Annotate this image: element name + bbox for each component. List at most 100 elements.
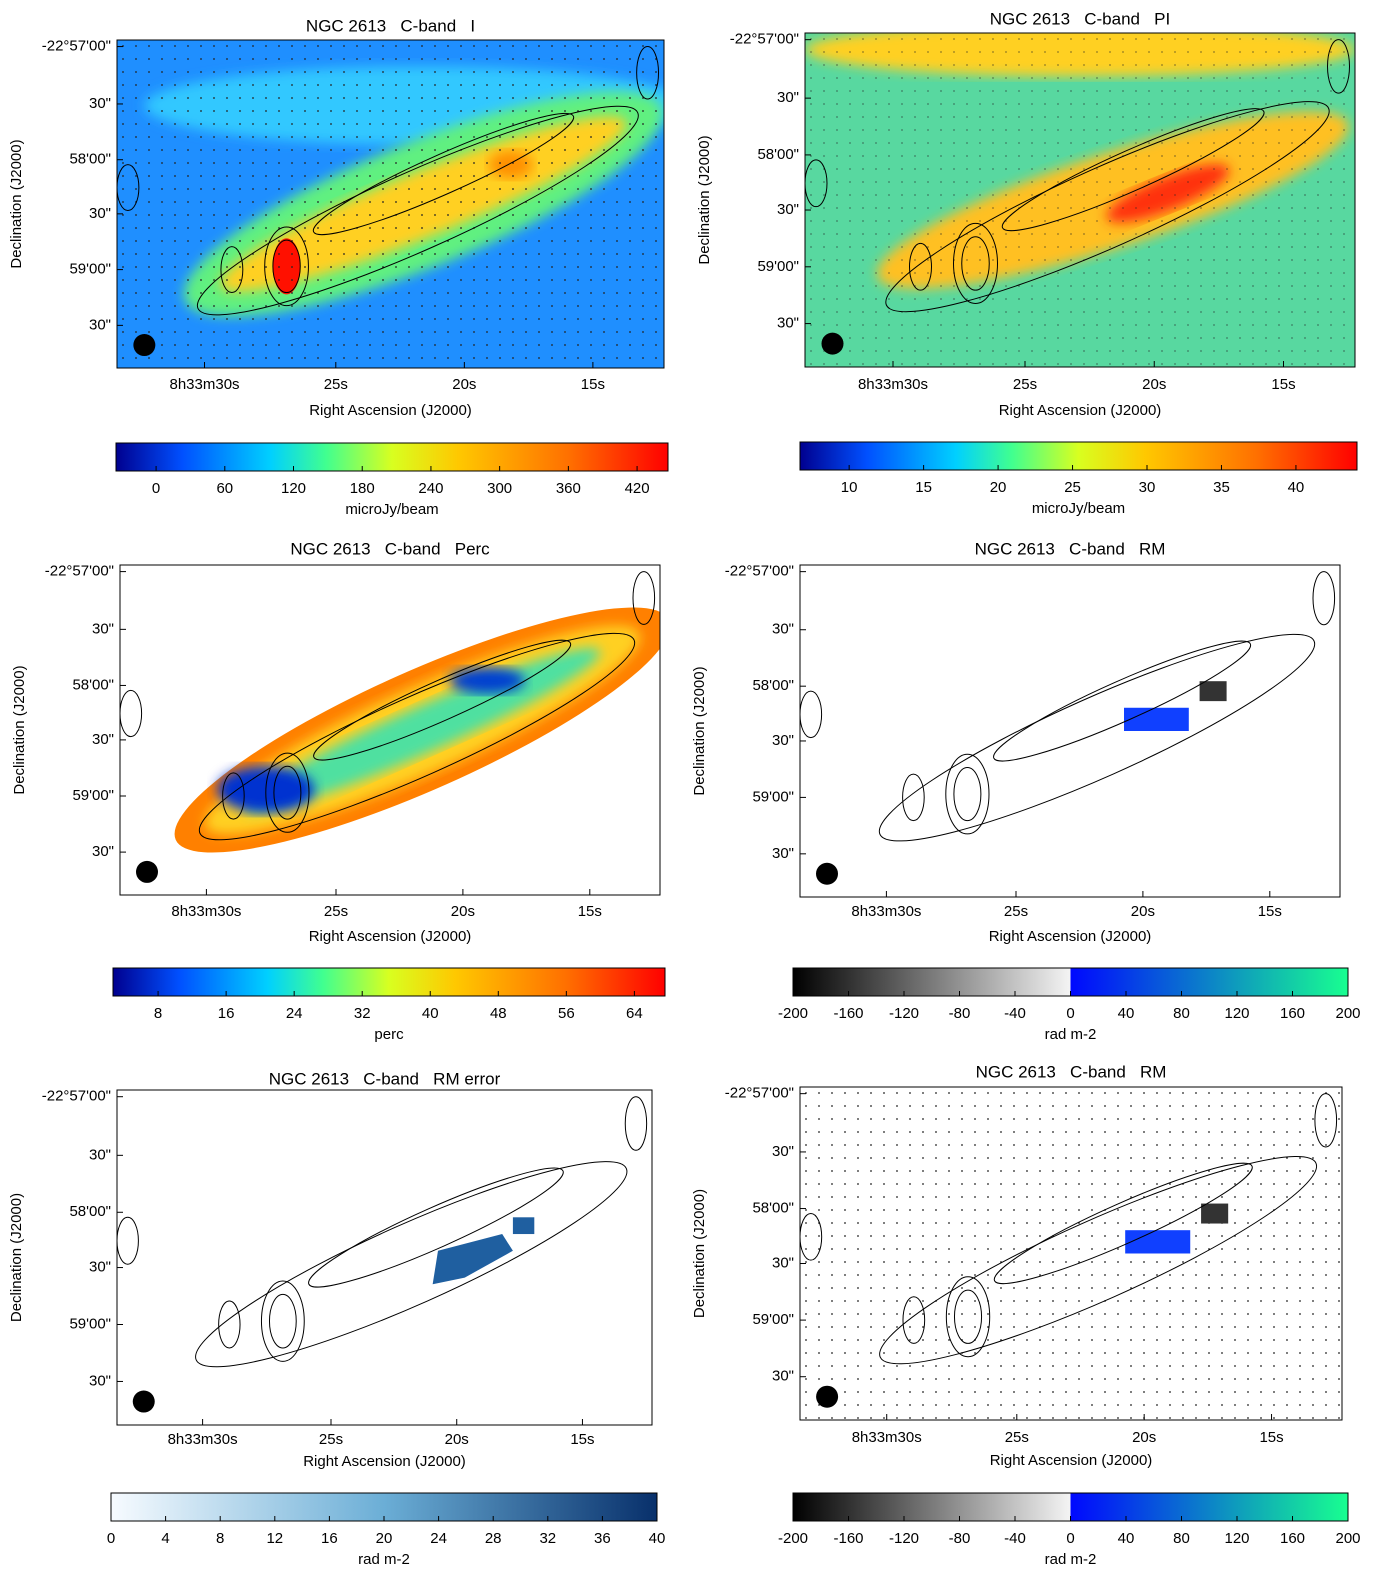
y-tick-label: -22°57'00": [42, 1088, 111, 1105]
map-vectors: [800, 1087, 1342, 1420]
map-emission: [1125, 1230, 1191, 1254]
y-axis-label: Declination (J2000): [691, 666, 708, 795]
y-tick-label: 30": [92, 731, 114, 748]
y-tick-label: 59'00": [72, 787, 114, 804]
x-tick-label: 8h33m30s: [171, 903, 241, 920]
colorbar: [112, 967, 666, 997]
contour: [636, 46, 660, 100]
x-axis-label: Right Ascension (J2000): [309, 402, 472, 419]
y-axis-label: Declination (J2000): [11, 665, 28, 794]
colorbar-tick-label: 25: [1064, 479, 1081, 496]
x-tick-label: 15s: [578, 903, 602, 920]
x-tick-label: 8h33m30s: [169, 376, 239, 393]
beam: [133, 334, 156, 357]
colorbar-tick-label: 16: [321, 1530, 338, 1547]
y-tick-label: 30": [772, 1254, 794, 1271]
colorbar-tick-label: 60: [216, 480, 233, 497]
contour: [1327, 39, 1350, 94]
panel-title: NGC 2613 C-band Perc: [290, 539, 490, 558]
map-frame: [799, 564, 1341, 898]
colorbar-tick-label: 0: [1066, 1530, 1074, 1547]
colorbar-tick-label: -40: [1004, 1530, 1026, 1547]
y-tick-label: 30": [772, 1368, 794, 1385]
colorbar-label: rad m-2: [1045, 1026, 1097, 1043]
contour: [268, 1293, 297, 1349]
x-tick-label: 25s: [324, 376, 348, 393]
y-axis-label: Declination (J2000): [696, 135, 713, 264]
contour: [800, 1213, 823, 1261]
colorbar-tick-label: 40: [422, 1005, 439, 1022]
colorbar: [115, 442, 669, 472]
contour: [218, 1300, 241, 1349]
colorbar-tick-label: 56: [558, 1005, 575, 1022]
x-tick-label: 20s: [451, 903, 475, 920]
map-panel: [800, 565, 1340, 897]
colorbar-tick-label: 24: [430, 1530, 447, 1547]
contour: [902, 773, 925, 822]
colorbar-tick-label: -200: [778, 1530, 808, 1547]
contour: [220, 246, 244, 294]
contour: [313, 639, 572, 761]
contour: [902, 1296, 926, 1344]
colorbar: [799, 441, 1358, 471]
x-tick-label: 20s: [452, 376, 476, 393]
contour: [624, 1096, 648, 1151]
colorbar-tick-label: 160: [1280, 1005, 1305, 1022]
colorbar-tick-label: 0: [1066, 1005, 1074, 1022]
panel-title: NGC 2613 C-band RM: [976, 1062, 1167, 1081]
colorbar-tick-label: 32: [539, 1530, 556, 1547]
contour: [272, 239, 301, 294]
x-tick-label: 25s: [1005, 1429, 1029, 1446]
map-vectors: [117, 40, 664, 368]
map-emission: [449, 667, 525, 694]
x-tick-label: 15s: [1259, 1429, 1283, 1446]
panel-title: NGC 2613 C-band RM: [975, 539, 1166, 558]
contour: [909, 242, 932, 291]
colorbar-tick-label: 12: [266, 1530, 283, 1547]
colorbar-tick-label: 30: [1139, 479, 1156, 496]
colorbar-label: rad m-2: [358, 1551, 410, 1568]
contour: [945, 1276, 991, 1358]
y-tick-label: -22°57'00": [725, 1085, 794, 1102]
y-tick-label: 58'00": [72, 676, 114, 693]
contour: [961, 236, 990, 291]
y-tick-label: 59'00": [752, 1311, 794, 1328]
y-axis-label: Declination (J2000): [691, 1189, 708, 1318]
x-tick-label: 15s: [581, 376, 605, 393]
panel-title: NGC 2613 C-band PI: [990, 9, 1170, 28]
colorbar-tick-label: 35: [1213, 479, 1230, 496]
map-panel: [117, 1090, 652, 1425]
colorbar-tick-label: 80: [1173, 1530, 1190, 1547]
contour: [117, 164, 140, 212]
colorbar-tick-label: 20: [376, 1530, 393, 1547]
panel-title: NGC 2613 C-band I: [306, 16, 475, 35]
x-tick-label: 25s: [324, 903, 348, 920]
contour: [117, 1216, 139, 1265]
y-tick-label: 58'00": [752, 1200, 794, 1217]
map-frame: [119, 564, 661, 896]
y-tick-label: 58'00": [757, 146, 799, 163]
colorbar-tick-label: 40: [1288, 479, 1305, 496]
beam: [132, 1390, 155, 1413]
colorbar-tick-label: 20: [990, 479, 1007, 496]
colorbar-tick-label: 28: [485, 1530, 502, 1547]
colorbar-tick-label: 180: [350, 480, 375, 497]
colorbar-tick-label: 40: [649, 1530, 666, 1547]
y-tick-label: 30": [89, 95, 111, 112]
map-frame: [116, 1089, 653, 1426]
colorbar-tick-label: 200: [1335, 1005, 1360, 1022]
map-bg: [117, 1090, 652, 1425]
y-tick-label: 59'00": [757, 258, 799, 275]
x-tick-label: 15s: [1258, 903, 1282, 920]
map-panel: [805, 33, 1355, 367]
contour: [308, 1167, 564, 1288]
map-emission: [512, 1217, 535, 1235]
contour: [312, 112, 575, 236]
contour: [196, 105, 639, 316]
colorbar-tick-label: -160: [833, 1005, 863, 1022]
map-emission: [1201, 1203, 1229, 1224]
colorbar-tick-label: 0: [107, 1530, 115, 1547]
y-tick-label: 30": [777, 201, 799, 218]
contour: [800, 690, 823, 739]
